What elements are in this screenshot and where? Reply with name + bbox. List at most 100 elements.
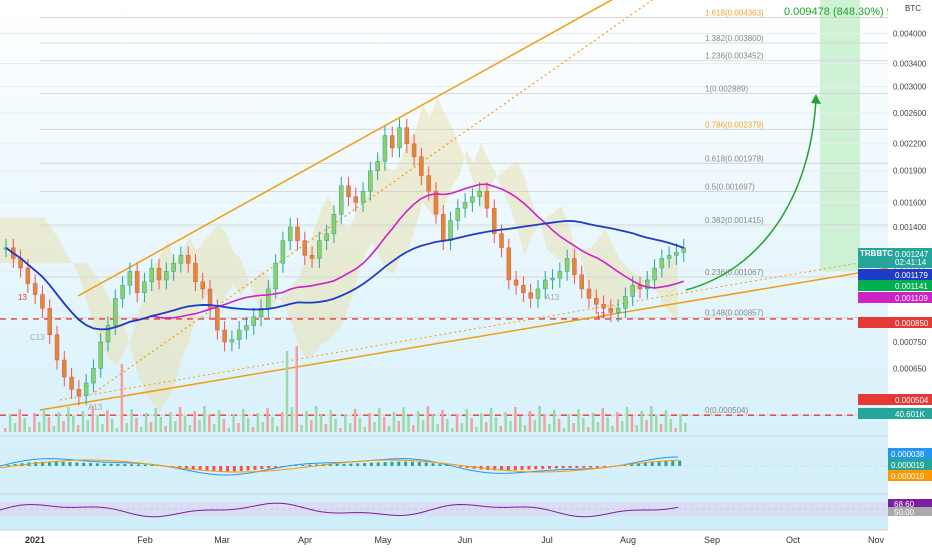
candle-body bbox=[558, 271, 562, 278]
volume-bar bbox=[665, 410, 668, 432]
volume-bar bbox=[329, 410, 332, 432]
fib-label: 0.618(0.001978) bbox=[705, 154, 764, 163]
candle-body bbox=[325, 234, 329, 241]
volume-bar bbox=[184, 416, 187, 432]
volume-bar bbox=[364, 427, 367, 432]
macd-hist-bar bbox=[432, 463, 435, 466]
candle-body bbox=[274, 263, 278, 289]
volume-bar bbox=[247, 418, 250, 432]
macd-hist-bar bbox=[637, 464, 640, 466]
price-tag-value: 0.000504 bbox=[895, 396, 929, 405]
volume-bar bbox=[383, 417, 386, 432]
candle-body bbox=[631, 285, 635, 296]
macd-value-label: 0.000019 bbox=[891, 472, 925, 481]
candle-body bbox=[354, 197, 358, 203]
volume-bar bbox=[587, 427, 590, 432]
macd-hist-bar bbox=[582, 466, 585, 468]
volume-bar bbox=[19, 409, 22, 432]
macd-hist-bar bbox=[82, 463, 85, 466]
candle-body bbox=[99, 342, 103, 368]
volume-bar bbox=[538, 406, 541, 432]
volume-bar bbox=[223, 419, 226, 432]
volume-bar bbox=[427, 406, 430, 432]
volume-bar bbox=[500, 426, 503, 432]
volume-bar bbox=[213, 424, 216, 432]
macd-hist-bar bbox=[185, 466, 188, 468]
price-tag-value: 0.001109 bbox=[895, 294, 928, 303]
price-tick-label: 0.002200 bbox=[893, 140, 927, 149]
volume-bar bbox=[135, 418, 138, 432]
candle-body bbox=[441, 214, 445, 240]
candle-body bbox=[332, 214, 336, 233]
fib-label: 1.236(0.003452) bbox=[705, 52, 764, 61]
price-tag-value: 0.001179 bbox=[895, 271, 928, 280]
fib-label: 0(0.000504) bbox=[705, 406, 748, 415]
candle-body bbox=[172, 263, 176, 271]
time-tick-label: May bbox=[374, 535, 392, 545]
macd-hist-bar bbox=[295, 465, 298, 466]
candle-body bbox=[339, 186, 343, 214]
candle-body bbox=[667, 255, 671, 258]
candle-body bbox=[427, 176, 431, 192]
fib-label: 0.786(0.002379) bbox=[705, 120, 764, 129]
volume-bar bbox=[475, 427, 478, 432]
macd-hist-bar bbox=[370, 463, 373, 466]
volume-bar bbox=[266, 408, 269, 432]
candle-body bbox=[310, 255, 314, 258]
volume-bar bbox=[179, 407, 182, 432]
volume-bar bbox=[111, 419, 114, 432]
fib-label: 1.382(0.003800) bbox=[705, 34, 764, 43]
volume-bar bbox=[650, 406, 653, 432]
candle-body bbox=[303, 241, 307, 256]
volume-bar bbox=[106, 410, 109, 432]
volume-bar bbox=[67, 407, 70, 432]
candle-body bbox=[412, 144, 416, 157]
macd-hist-bar bbox=[644, 463, 647, 466]
price-tick-label: 0.001400 bbox=[893, 223, 927, 232]
candle-body bbox=[157, 268, 161, 280]
macd-hist-bar bbox=[336, 464, 339, 466]
volume-bar bbox=[359, 418, 362, 432]
volume-bar bbox=[470, 418, 473, 432]
candle-body bbox=[317, 241, 321, 259]
volume-bar bbox=[291, 407, 294, 432]
price-tag-value: 0.001247 bbox=[895, 250, 929, 259]
macd-hist-bar bbox=[144, 465, 147, 466]
macd-hist-bar bbox=[240, 466, 243, 471]
macd-hist-bar bbox=[562, 466, 565, 468]
candle-body bbox=[485, 191, 489, 208]
macd-hist-bar bbox=[62, 462, 65, 466]
macd-hist-bar bbox=[658, 462, 661, 466]
time-tick-label: Aug bbox=[620, 535, 636, 545]
candle-body bbox=[288, 227, 292, 241]
price-tag-symbol: TRBBTC bbox=[860, 249, 893, 258]
macd-hist-bar bbox=[116, 464, 119, 466]
volume-bar bbox=[582, 418, 585, 432]
macd-hist-bar bbox=[274, 466, 277, 467]
volume-bar bbox=[553, 410, 556, 432]
volume-bar bbox=[490, 408, 493, 432]
time-tick-label: Oct bbox=[786, 535, 801, 545]
volume-bar bbox=[436, 424, 439, 432]
volume-bar bbox=[33, 413, 36, 432]
volume-bar bbox=[631, 416, 634, 432]
volume-bar bbox=[529, 411, 532, 432]
annotation-label: A13 bbox=[88, 403, 103, 412]
annotation-label: C13 bbox=[30, 333, 45, 342]
volume-bar bbox=[349, 423, 352, 432]
volume-bar bbox=[57, 412, 60, 432]
candle-body bbox=[682, 248, 686, 252]
candle-body bbox=[361, 191, 365, 202]
macd-hist-bar bbox=[219, 466, 222, 471]
volume-bar bbox=[237, 423, 240, 432]
volume-bar bbox=[524, 425, 527, 432]
volume-bar bbox=[203, 406, 206, 432]
candle-body bbox=[164, 271, 168, 280]
volume-bar bbox=[281, 412, 284, 432]
macd-hist-bar bbox=[527, 466, 530, 470]
candle-body bbox=[390, 136, 394, 148]
macd-hist-bar bbox=[630, 465, 633, 466]
volume-bar bbox=[611, 426, 614, 432]
volume-bar bbox=[616, 412, 619, 432]
volume-bar bbox=[159, 417, 162, 432]
